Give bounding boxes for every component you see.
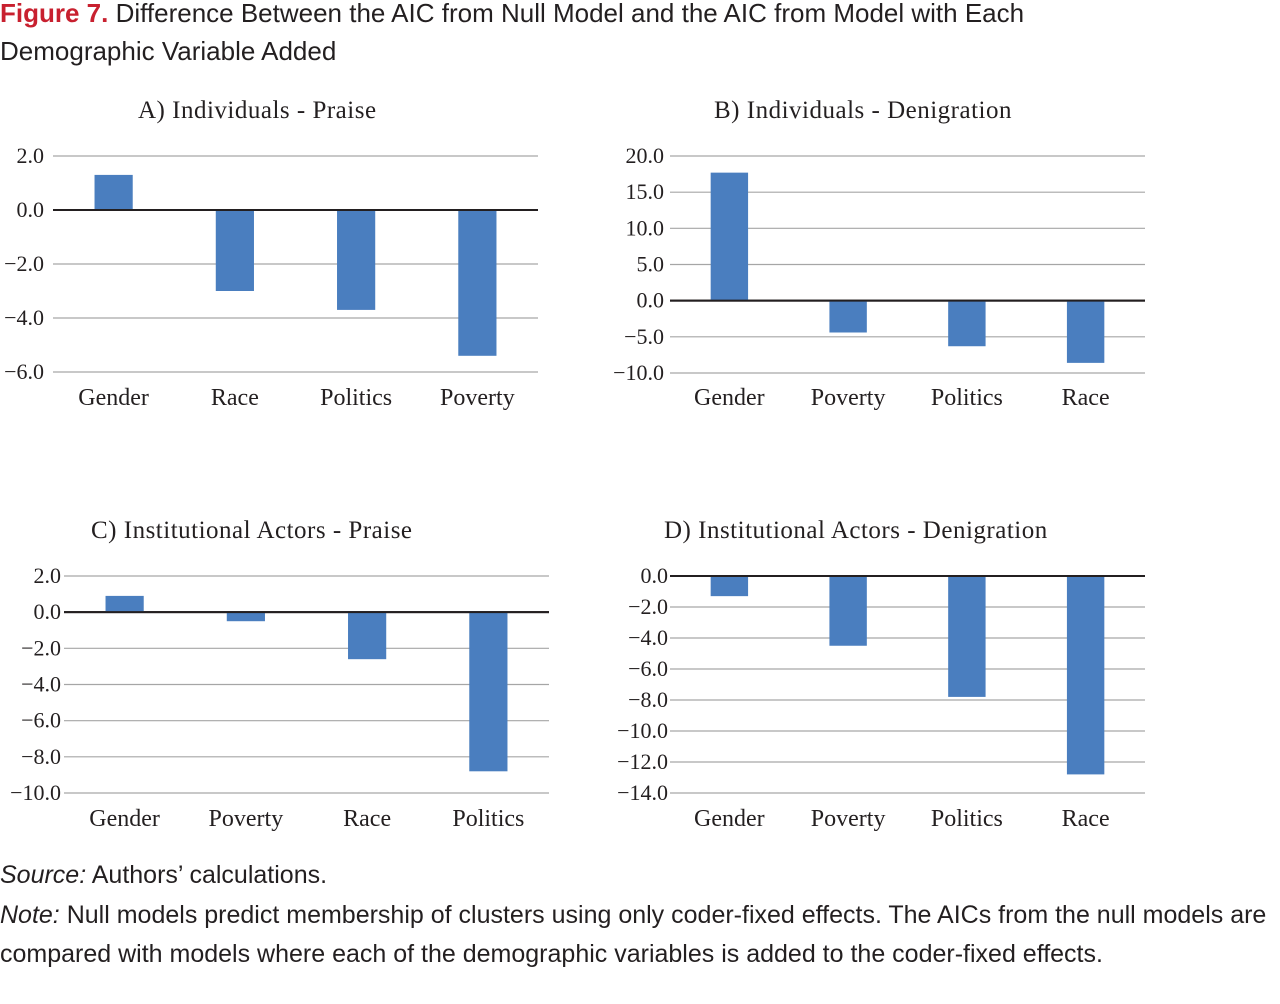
category-label: Race (1062, 385, 1110, 411)
bar-poverty (829, 576, 867, 646)
y-tick-label: 10.0 (626, 215, 665, 240)
bar-poverty (458, 210, 497, 356)
y-tick-label: −4.0 (21, 672, 61, 697)
y-tick-label: −6.0 (4, 359, 44, 384)
panel-c-title: C) Institutional Actors - Praise (91, 517, 413, 544)
figure-title: Figure 7. Difference Between the AIC fro… (0, 0, 1160, 70)
y-tick-label: −12.0 (617, 749, 668, 774)
category-label: Gender (694, 806, 765, 832)
panel-b-chart: 20.0 15.0 10.0 5.0 0.0 −5.0 −10.0 Gender Poverty… (613, 143, 1145, 411)
bar-politics (948, 300, 986, 347)
y-tick-label: −10.0 (617, 718, 668, 743)
source-text: Authors’ calculations. (86, 861, 328, 889)
source-label: Source: (0, 861, 87, 889)
bar-poverty (829, 300, 867, 333)
note-label: Note: (0, 901, 60, 929)
y-tick-label: −10.0 (613, 360, 664, 385)
y-tick-label: −4.0 (4, 305, 44, 330)
category-label: Politics (931, 806, 1003, 832)
category-label: Poverty (811, 806, 886, 832)
panel-d-chart: 0.0 −2.0 −4.0 −6.0 −8.0 −10.0 −12.0 −14.0 Gender… (617, 563, 1145, 832)
y-tick-label: 20.0 (626, 143, 665, 168)
y-tick-label: −8.0 (628, 687, 668, 712)
figure-title-text: Difference Between the AIC from Null Mod… (0, 0, 1025, 66)
category-label: Gender (694, 385, 765, 411)
bar-race (215, 210, 254, 291)
y-tick-label: −4.0 (628, 625, 668, 650)
source-note: Source: Authors’ calculations. (0, 856, 1280, 895)
y-tick-label: 0.0 (641, 563, 669, 588)
category-label: Politics (452, 806, 524, 832)
y-tick-label: −8.0 (21, 744, 61, 769)
category-label: Poverty (440, 385, 515, 411)
y-tick-label: 0.0 (637, 288, 665, 313)
y-tick-label: 0.0 (34, 599, 62, 624)
category-label: Race (343, 806, 391, 832)
y-tick-label: −6.0 (21, 708, 61, 733)
y-tick-label: −10.0 (10, 780, 61, 805)
figure-label: Figure 7. (0, 0, 109, 28)
bar-gender (94, 174, 133, 210)
y-tick-label: −2.0 (628, 594, 668, 619)
category-label: Gender (78, 385, 149, 411)
y-tick-label: −6.0 (628, 656, 668, 681)
bar-politics (337, 210, 376, 310)
panel-a-title: A) Individuals - Praise (138, 97, 377, 124)
category-label: Poverty (209, 806, 284, 832)
panel-b-title: B) Individuals - Denigration (714, 97, 1012, 124)
category-label: Poverty (811, 385, 886, 411)
y-tick-label: 15.0 (626, 179, 665, 204)
bar-gender (105, 595, 144, 613)
y-tick-label: −5.0 (624, 324, 664, 349)
bar-politics (469, 612, 508, 772)
y-tick-label: 5.0 (637, 252, 665, 277)
category-label: Race (1062, 806, 1110, 832)
y-tick-label: −2.0 (4, 251, 44, 276)
bar-race (348, 612, 387, 660)
note-text: Null models predict membership of cluste… (0, 901, 1267, 968)
panel-a-chart: 2.0 0.0 −2.0 −4.0 −6.0 Gender Race Politics Pove… (4, 143, 538, 411)
panel-c-chart: 2.0 0.0 −2.0 −4.0 −6.0 −8.0 −10.0 Gender Poverty… (10, 563, 549, 832)
y-tick-label: −2.0 (21, 635, 61, 660)
y-tick-label: 2.0 (17, 143, 45, 168)
bar-gender (710, 576, 749, 597)
y-tick-label: 2.0 (34, 563, 62, 588)
method-note: Note: Null models predict membership of … (0, 896, 1280, 974)
panel-d-title: D) Institutional Actors - Denigration (664, 517, 1048, 544)
bar-race (1066, 300, 1105, 363)
category-label: Politics (931, 385, 1003, 411)
bar-gender (710, 172, 749, 301)
category-label: Gender (89, 806, 160, 832)
y-tick-label: −14.0 (617, 780, 668, 805)
bar-poverty (226, 612, 265, 622)
bar-politics (948, 576, 986, 697)
y-tick-label: 0.0 (17, 197, 45, 222)
category-label: Politics (320, 385, 392, 411)
bar-race (1066, 576, 1105, 775)
category-label: Race (211, 385, 259, 411)
